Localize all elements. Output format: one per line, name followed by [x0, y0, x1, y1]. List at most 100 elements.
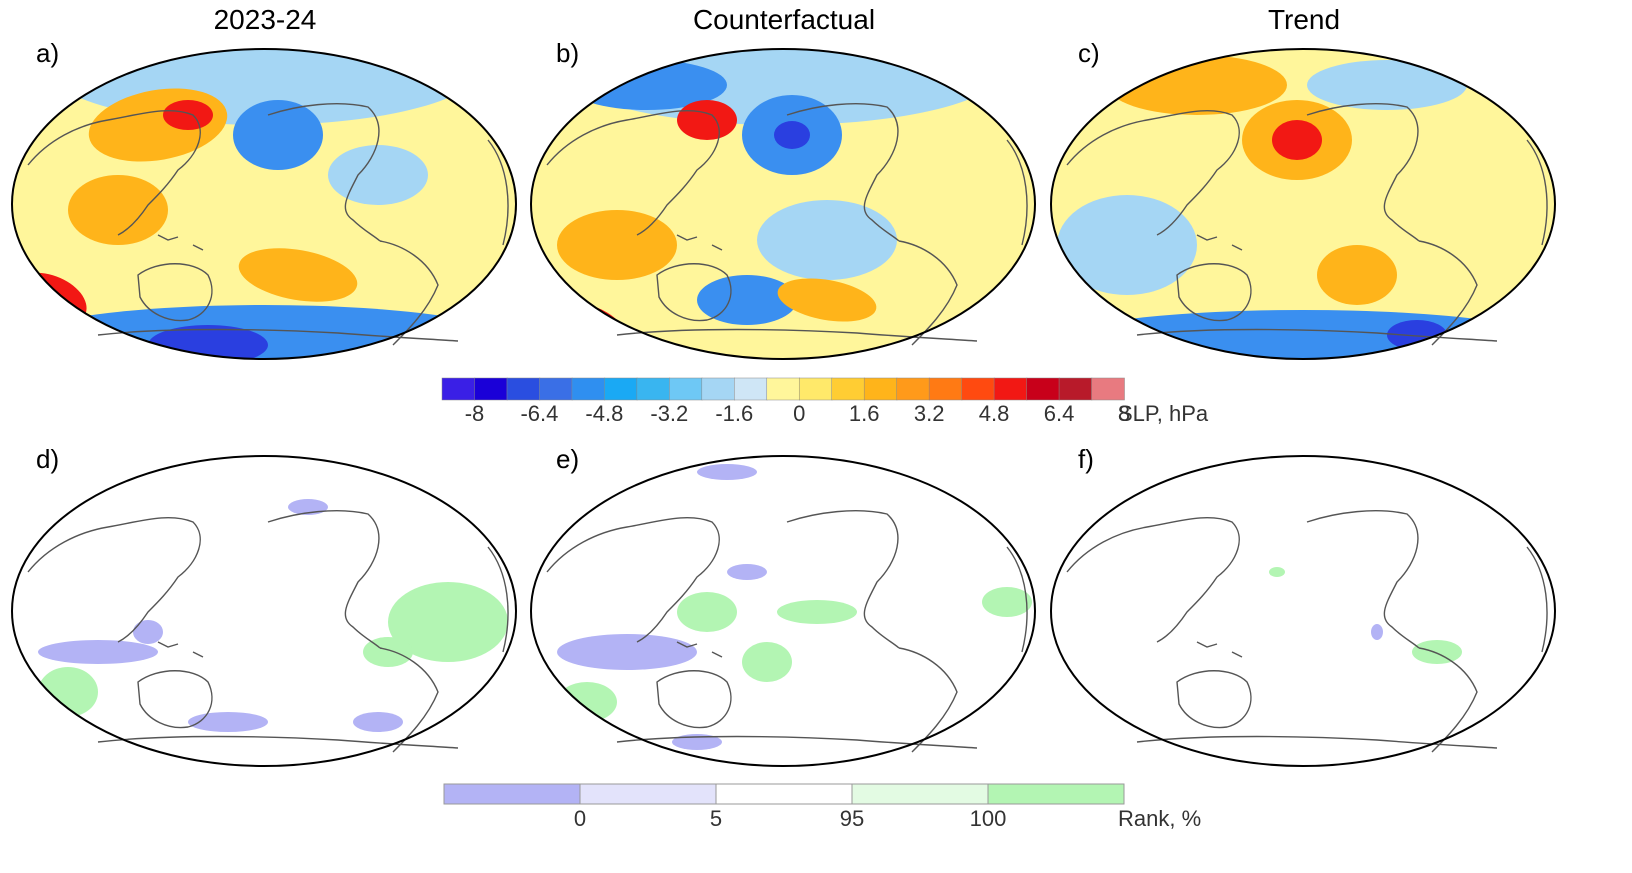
- slp-colorbar-tick: 1.6: [848, 401, 880, 426]
- low-rank-region: [133, 620, 163, 644]
- south-pacific-high-anomaly: [238, 248, 358, 302]
- panel-b-title: Counterfactual: [692, 4, 876, 35]
- panel-b-letter: b): [556, 38, 580, 68]
- slp-colorbar-tick: -4.8: [585, 401, 624, 426]
- map-panel-f-rank: [1050, 455, 1556, 767]
- aleutian-low-core: [774, 121, 810, 149]
- antarctica-coastline: [616, 328, 978, 342]
- asia-coastline: [1066, 110, 1240, 236]
- high-rank-region: [982, 587, 1032, 617]
- slp-colorbar-swatch: [474, 377, 508, 401]
- slp-colorbar-swatch: [539, 377, 573, 401]
- north-america-coastline: [786, 510, 900, 649]
- south-america-coastline: [379, 240, 439, 346]
- slp-colorbar-tick: 0: [793, 401, 806, 426]
- slp-colorbar-swatch: [701, 377, 736, 401]
- africa-coastline: [1006, 546, 1028, 653]
- slp-colorbar-tick: 8: [1117, 401, 1131, 426]
- australia-coastline: [137, 670, 213, 729]
- maritime-continent-coastline: [1196, 234, 1243, 251]
- map-border: [530, 48, 1036, 360]
- map-panel-e-rank: [530, 455, 1036, 767]
- panel-c-title: Trend: [1267, 4, 1341, 35]
- slp-colorbar-swatch: [831, 377, 865, 401]
- low-rank-region: [727, 564, 767, 580]
- slp-colorbar-swatch: [604, 377, 638, 401]
- slp-colorbar-tick: 3.2: [913, 401, 945, 426]
- slp-colorbar-swatch: [928, 377, 963, 401]
- map-field: [1051, 456, 1555, 766]
- slp-colorbar-tick: -1.6: [715, 401, 754, 426]
- south-america-coastline: [1418, 240, 1478, 346]
- asia-coastline: [1066, 517, 1240, 643]
- slp-colorbar-swatch: [1091, 377, 1125, 401]
- slp-colorbar-swatch: [1026, 377, 1060, 401]
- maritime-continent-coastline: [676, 234, 723, 251]
- slp-colorbar-tick: -3.2: [650, 401, 689, 426]
- indian-ocean-high-anomaly: [557, 210, 677, 280]
- south-america-coastline: [898, 240, 958, 346]
- indian-ocean-low-trend: [1057, 195, 1197, 295]
- antarctica-coastline: [97, 328, 459, 342]
- rank-colorbar-tick: 100: [969, 806, 1007, 831]
- south-america-coastline: [1418, 647, 1478, 753]
- slp-colorbar-swatch: [441, 377, 476, 401]
- high-rank-region: [1412, 640, 1462, 664]
- kamchatka-high-core: [677, 100, 737, 140]
- slp-colorbar-label: SLP, hPa: [1118, 401, 1209, 426]
- coastlines: [546, 103, 1028, 346]
- rank-colorbar-label: Rank, %: [1118, 806, 1202, 831]
- high-rank-region: [557, 682, 617, 722]
- panel-f-letter: f): [1078, 444, 1094, 474]
- panel-a-letter: a): [36, 38, 60, 68]
- rank-colorbar-swatch: [715, 783, 853, 805]
- indian-ocean-high-anomaly: [68, 175, 168, 245]
- coastlines: [546, 510, 1028, 753]
- map-background: [1051, 456, 1555, 766]
- north-america-coastline: [1306, 103, 1420, 242]
- coastlines: [27, 103, 509, 346]
- rank-colorbar-swatch: [443, 783, 581, 805]
- coastlines: [1066, 510, 1548, 753]
- high-rank-region: [677, 592, 737, 632]
- slp-colorbar-swatch: [636, 377, 671, 401]
- high-rank-region: [742, 642, 792, 682]
- slp-colorbar-swatch: [961, 377, 995, 401]
- rank-colorbar-swatch: [987, 783, 1125, 805]
- kamchatka-high-core: [163, 100, 213, 130]
- low-rank-region: [557, 634, 697, 670]
- coastlines: [27, 510, 509, 753]
- panel-d-letter: d): [36, 444, 60, 474]
- africa-coastline: [1526, 139, 1548, 246]
- antarctica-coastline: [1136, 328, 1498, 342]
- africa-coastline: [1526, 546, 1548, 653]
- north-america-coastline: [267, 510, 381, 649]
- south-pacific-high-trend: [1317, 245, 1397, 305]
- high-rank-region: [388, 582, 508, 662]
- australia-coastline: [656, 263, 732, 322]
- map-panel-c-trend: [1050, 48, 1556, 360]
- slp-colorbar-swatch: [798, 377, 833, 401]
- map-field: [531, 49, 1035, 359]
- coastlines: [1066, 103, 1548, 346]
- rank-colorbar-swatch: [851, 783, 989, 805]
- slp-colorbar-swatch: [506, 377, 541, 401]
- maritime-continent-coastline: [157, 641, 204, 658]
- map-border: [1050, 48, 1556, 360]
- rank-colorbar: [443, 783, 1125, 805]
- rank-colorbar-tick: 0: [573, 806, 587, 831]
- map-field: [12, 456, 516, 766]
- maritime-continent-coastline: [676, 641, 723, 658]
- low-rank-region: [188, 712, 268, 732]
- rank-colorbar-tick: 95: [839, 806, 865, 831]
- high-rank-region: [777, 600, 857, 624]
- panel-c-letter: c): [1078, 38, 1100, 68]
- map-panel-a-2023-24: [11, 48, 517, 360]
- slp-colorbar-swatch: [669, 377, 703, 401]
- north-america-coastline: [267, 103, 381, 242]
- slp-colorbar: [441, 377, 1125, 401]
- map-border: [11, 48, 517, 360]
- slp-colorbar-tick: 4.8: [978, 401, 1010, 426]
- slp-colorbar-swatch: [863, 377, 898, 401]
- map-field: [12, 49, 516, 359]
